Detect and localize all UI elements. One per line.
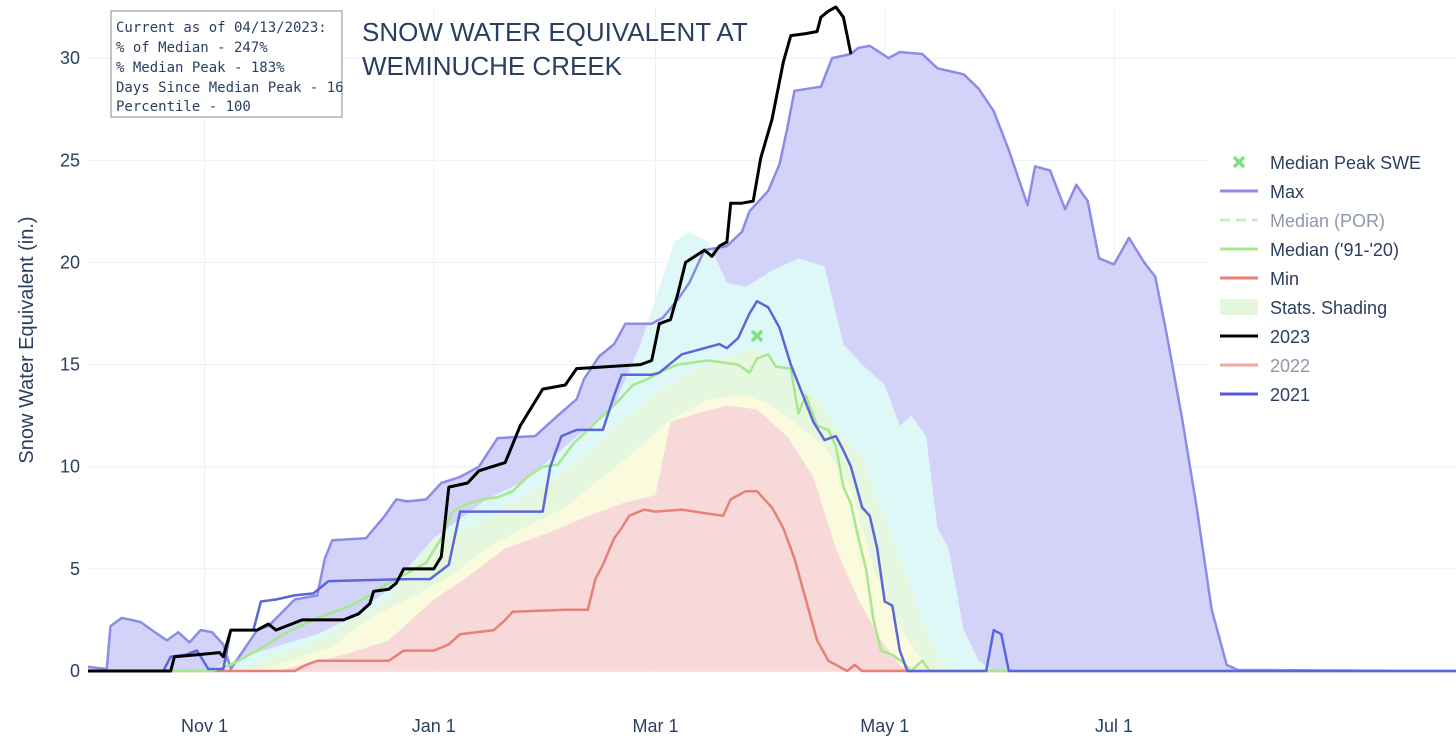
x-tick-label: Jul 1 xyxy=(1095,716,1133,736)
legend-label: 2023 xyxy=(1270,327,1310,347)
legend-item-min[interactable]: Min xyxy=(1220,269,1299,289)
y-tick-label: 5 xyxy=(70,559,80,579)
chart-title: SNOW WATER EQUIVALENT AT WEMINUCHE CREEK xyxy=(362,17,748,81)
y-tick-label: 25 xyxy=(60,150,80,170)
annotation-line: Percentile - 100 xyxy=(116,99,251,115)
legend-item-median_por[interactable]: Median (POR) xyxy=(1220,211,1385,231)
y-tick-label: 30 xyxy=(60,48,80,68)
legend-item-y2023[interactable]: 2023 xyxy=(1220,327,1310,347)
y-tick-label: 0 xyxy=(70,661,80,681)
x-tick-label: May 1 xyxy=(860,716,909,736)
legend-label: Min xyxy=(1270,269,1299,289)
legend-label: 2022 xyxy=(1270,356,1310,376)
series-line-y2023 xyxy=(88,5,853,673)
legend-label: Median Peak SWE xyxy=(1270,153,1421,173)
chart-title-line-1: SNOW WATER EQUIVALENT AT xyxy=(362,17,748,47)
y-tick-label: 20 xyxy=(60,252,80,272)
x-tick-label: Jan 1 xyxy=(412,716,456,736)
legend-item-max[interactable]: Max xyxy=(1220,182,1304,202)
legend-background xyxy=(1211,141,1456,409)
annotation-line: % of Median - 247% xyxy=(116,40,268,56)
tick-layer: 0 5 10 15 20 25 30 Nov 1 Jan 1 Mar 1 May 1 Jul 1 xyxy=(60,48,1133,736)
y-tick-label: 15 xyxy=(60,355,80,375)
marker-layer xyxy=(750,329,764,343)
area-p30 xyxy=(88,405,1456,671)
line-layer xyxy=(87,5,1456,673)
legend-swatch xyxy=(1220,299,1258,315)
y-tick-label: 10 xyxy=(60,457,80,477)
legend-item-y2021[interactable]: 2021 xyxy=(1220,385,1310,405)
annotation-line: Days Since Median Peak - 16 xyxy=(116,80,344,96)
annotation-line: % Median Peak - 183% xyxy=(116,60,285,76)
legend: Median Peak SWE Max Median (POR) Median ('9… xyxy=(1211,141,1456,409)
annotation-line: Current as of 04/13/2023: xyxy=(116,20,327,36)
legend-item-shading[interactable]: Stats. Shading xyxy=(1220,298,1387,318)
x-tick-label: Mar 1 xyxy=(632,716,678,736)
chart-title-line-2: WEMINUCHE CREEK xyxy=(362,51,623,81)
legend-label: 2021 xyxy=(1270,385,1310,405)
series-line-y2021 xyxy=(88,299,1456,673)
legend-label: Median ('91-'20) xyxy=(1270,240,1399,260)
legend-x-icon xyxy=(1232,155,1246,169)
median-peak-marker xyxy=(750,329,764,343)
status-annotation-box: Current as of 04/13/2023: % of Median - … xyxy=(110,10,344,118)
legend-label: Median (POR) xyxy=(1270,211,1385,231)
y-axis-title: Snow Water Equivalent (in.) xyxy=(16,216,38,463)
series-line-min xyxy=(88,489,1456,673)
legend-item-median_9120[interactable]: Median ('91-'20) xyxy=(1220,240,1399,260)
legend-label: Stats. Shading xyxy=(1270,298,1387,318)
x-tick-label: Nov 1 xyxy=(181,716,228,736)
legend-item-y2022[interactable]: 2022 xyxy=(1220,356,1310,376)
legend-label: Max xyxy=(1270,182,1304,202)
legend-item-median_peak[interactable]: Median Peak SWE xyxy=(1232,153,1421,173)
